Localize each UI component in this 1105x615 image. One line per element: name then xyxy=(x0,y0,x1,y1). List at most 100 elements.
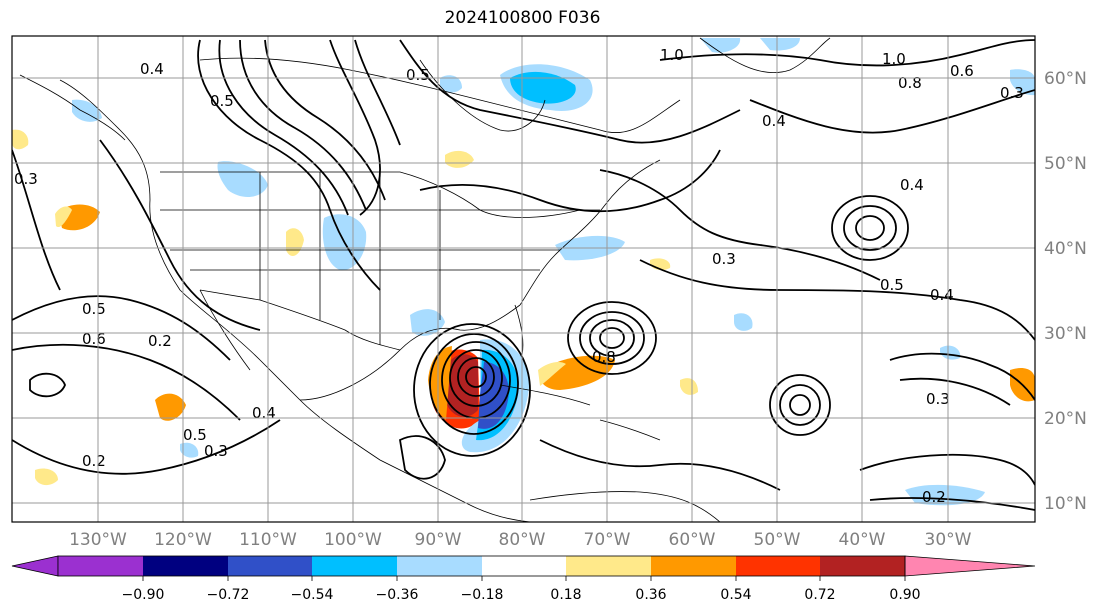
contour-lines xyxy=(12,39,1035,511)
contour-label: 0.4 xyxy=(762,112,786,130)
colorbar-border xyxy=(57,555,906,577)
rockies-negative xyxy=(217,161,268,197)
contour-label: 0.4 xyxy=(900,176,924,194)
alaska-negative xyxy=(72,99,102,122)
colorbar-segment xyxy=(482,556,566,576)
contour-north-1 xyxy=(399,39,741,144)
mid-atlantic-low-2 xyxy=(779,384,821,426)
map-frame xyxy=(11,35,1036,523)
colorbar-tick-label: 0.36 xyxy=(635,587,666,603)
small-negative-5 xyxy=(440,75,462,93)
us-mexico-border xyxy=(199,289,401,351)
contour-west-ridge-3 xyxy=(239,39,367,211)
colorbar-tick-label: −0.90 xyxy=(122,587,165,603)
east-coast xyxy=(519,159,661,306)
contour-east-1 xyxy=(889,352,1035,401)
small-positive-3 xyxy=(680,378,698,395)
contour-label: 0.2 xyxy=(922,488,946,506)
atlantic-low-4 xyxy=(567,301,657,375)
north-negative-4 xyxy=(760,38,800,51)
small-negative-3 xyxy=(180,442,199,458)
lon-label: 90°W xyxy=(415,530,462,550)
north-negative-3 xyxy=(700,38,741,53)
lat-label: 10°N xyxy=(1044,494,1087,514)
lat-label: 60°N xyxy=(1044,69,1087,89)
colorbar-tick-label: 0.90 xyxy=(889,587,920,603)
contour-pacific-4 xyxy=(12,149,61,291)
colorbar-segment xyxy=(736,556,820,576)
state-lines-1 xyxy=(259,172,441,345)
contour-label: 0.5 xyxy=(82,300,106,318)
north-america-west-coast xyxy=(59,79,301,401)
contour-label: 0.5 xyxy=(183,426,207,444)
atlantic-low-3 xyxy=(579,311,645,365)
longitude-labels: 130°W 120°W 110°W 100°W 90°W 80°W 70°W 6… xyxy=(69,530,972,550)
colorbar-tick-label: −0.36 xyxy=(376,587,419,603)
contour-label: 0.2 xyxy=(148,332,172,350)
pacific-positive-3 xyxy=(35,468,58,486)
lon-label: 30°W xyxy=(925,530,972,550)
lat-label: 20°N xyxy=(1044,409,1087,429)
contour-pacific-1 xyxy=(12,295,231,361)
graticule xyxy=(12,36,1035,522)
small-negative-4 xyxy=(1010,69,1035,96)
colorbar-tick-label: 0.72 xyxy=(804,587,835,603)
atlantic-positive-edge xyxy=(538,362,566,386)
hurricane-contour-2 xyxy=(457,357,495,397)
lon-label: 110°W xyxy=(239,530,297,550)
small-positive-2 xyxy=(445,150,474,168)
latitude-labels: 60°N 50°N 40°N 30°N 20°N 10°N xyxy=(1044,69,1087,514)
lat-label: 30°N xyxy=(1044,324,1087,344)
colorbar-segment xyxy=(397,556,482,576)
contour-east-2 xyxy=(899,377,1011,406)
pacific-positive-2 xyxy=(155,393,186,421)
contour-label: 0.4 xyxy=(930,286,954,304)
lat-label: 50°N xyxy=(1044,154,1087,174)
lon-label: 120°W xyxy=(154,530,212,550)
colorbar-segment xyxy=(143,556,228,576)
contour-label: 1.0 xyxy=(882,50,906,68)
baja-california xyxy=(199,289,251,371)
contour-west-ridge-2 xyxy=(218,39,349,216)
contour-label: 0.3 xyxy=(1000,84,1024,102)
contour-label: 0.4 xyxy=(252,404,276,422)
mid-atlantic-low-3 xyxy=(769,374,831,436)
canada-north xyxy=(199,57,681,134)
contour-pacific-5 xyxy=(99,139,261,331)
contour-label: 0.3 xyxy=(204,442,228,460)
lon-label: 70°W xyxy=(584,530,631,550)
colorbar-segment xyxy=(566,556,651,576)
contour-central-1 xyxy=(419,149,721,213)
east-atlantic-low-2 xyxy=(843,205,897,251)
contour-south-1 xyxy=(539,439,781,491)
contour-label: 0.4 xyxy=(140,60,164,78)
colorbar-tick-label: 0.54 xyxy=(720,587,751,603)
contour-label: 0.6 xyxy=(950,62,974,80)
colorbar-segment xyxy=(228,556,312,576)
contour-label: 0.6 xyxy=(82,330,106,348)
contour-south-3 xyxy=(869,497,1035,511)
small-positive-1 xyxy=(286,228,304,256)
contour-trough-2 xyxy=(354,39,401,146)
colorbar: −0.90 −0.72 −0.54 −0.36 −0.18 0.18 0.36 … xyxy=(11,555,1036,603)
colorbar-segment xyxy=(820,556,905,576)
contour-label: 0.5 xyxy=(210,92,234,110)
hurricane-contour-6 xyxy=(413,323,531,457)
small-positive-5 xyxy=(12,129,29,150)
contour-loop-1 xyxy=(29,372,66,398)
colorbar-ticks xyxy=(142,576,906,581)
contour-south-2 xyxy=(859,453,1035,486)
contour-north-2 xyxy=(659,39,1035,67)
contour-pacific-2 xyxy=(12,343,241,421)
lon-label: 40°W xyxy=(839,530,886,550)
contour-label: 0.3 xyxy=(712,250,736,268)
colorbar-segment xyxy=(58,556,143,576)
contour-northeast-1 xyxy=(749,89,1035,134)
contour-label: 0.8 xyxy=(592,348,616,366)
lon-label: 130°W xyxy=(69,530,127,550)
contour-west-ridge-4 xyxy=(264,39,386,201)
contour-pacific-3 xyxy=(12,419,281,475)
colorbar-segment xyxy=(312,556,397,576)
canada-negative-2 xyxy=(510,71,576,104)
